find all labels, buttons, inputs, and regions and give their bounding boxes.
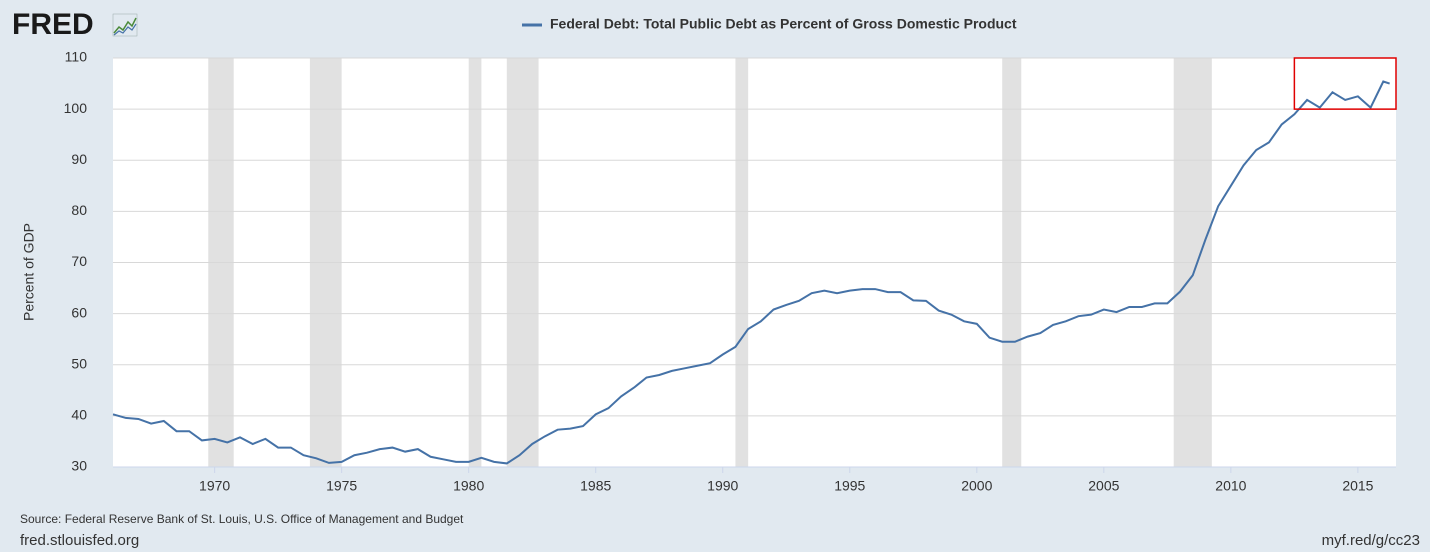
- x-tick-label: 2005: [1088, 478, 1119, 494]
- logo-icon: [112, 13, 138, 37]
- y-tick-label: 30: [71, 458, 87, 474]
- logo: FRED: [12, 8, 94, 41]
- x-tick-label: 1990: [707, 478, 738, 494]
- highlight-box: [1293, 57, 1397, 110]
- y-tick-label: 90: [71, 151, 87, 167]
- x-tick-label: 2015: [1342, 478, 1373, 494]
- site: fred.stlouisfed.org: [20, 532, 139, 549]
- y-tick-label: 110: [65, 49, 88, 65]
- y-tick-label: 80: [71, 202, 87, 218]
- x-tick-label: 1980: [453, 478, 484, 494]
- y-tick-label: 40: [71, 407, 87, 423]
- y-tick-label: 60: [71, 304, 87, 320]
- x-tick-label: 1970: [199, 478, 230, 494]
- legend-label: Federal Debt: Total Public Debt as Perce…: [550, 16, 1017, 32]
- x-tick-label: 1995: [834, 478, 865, 494]
- x-tick-label: 2010: [1215, 478, 1246, 494]
- y-tick-label: 70: [71, 253, 87, 269]
- y-tick-label: 50: [71, 355, 87, 371]
- x-tick-label: 1975: [326, 478, 357, 494]
- link: myf.red/g/cc23: [1322, 532, 1420, 549]
- series-line: [112, 80, 1390, 465]
- x-tick-label: 1985: [580, 478, 611, 494]
- x-tick-label: 2000: [961, 478, 992, 494]
- y-axis-label: Percent of GDP: [21, 223, 37, 321]
- y-tick-label: 100: [64, 100, 88, 116]
- source: Source: Federal Reserve Bank of St. Loui…: [20, 512, 464, 526]
